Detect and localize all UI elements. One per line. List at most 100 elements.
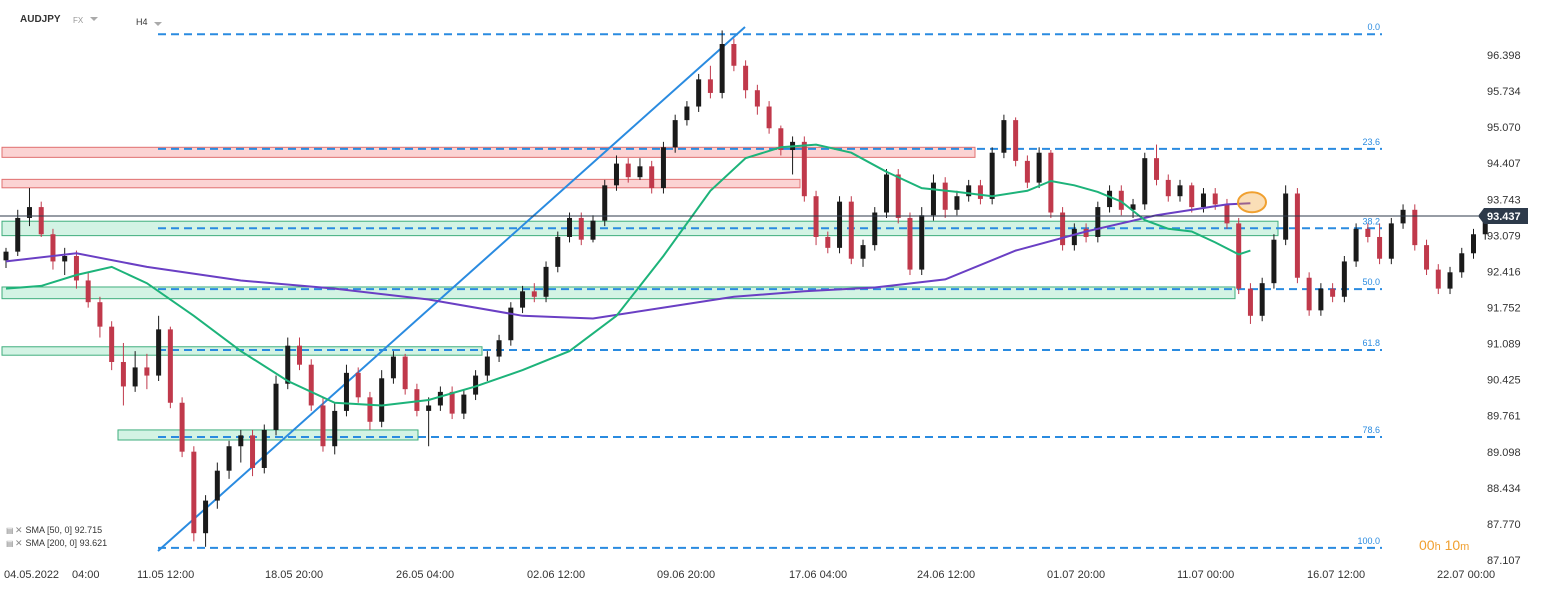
candle-body — [919, 215, 925, 270]
candle-body — [167, 329, 173, 403]
candle-body — [743, 65, 749, 91]
timer-hours: 00 — [1419, 537, 1435, 553]
candle-body — [1247, 288, 1253, 316]
fibonacci-level-label: 0.0 — [1367, 22, 1380, 32]
y-tick-label: 96.398 — [1487, 50, 1521, 62]
candle-body — [1482, 217, 1488, 235]
support-zone — [117, 429, 419, 441]
candle-body — [97, 302, 103, 327]
candle-body — [1283, 193, 1289, 240]
candle-body — [837, 201, 843, 248]
candle-body — [1013, 120, 1019, 161]
candle-body — [1189, 185, 1195, 208]
x-tick-label: 04.05.2022 — [4, 569, 59, 581]
candle-body — [1001, 120, 1007, 153]
candle-body — [895, 174, 901, 218]
x-tick-label: 01.07 20:00 — [1047, 569, 1105, 581]
candle-body — [1142, 158, 1148, 205]
candle-body — [1271, 239, 1277, 284]
candle-body — [203, 500, 209, 534]
instrument-dropdown-chevron-icon[interactable] — [90, 17, 98, 21]
candle-body — [1471, 234, 1476, 254]
candle-body — [649, 166, 655, 189]
candle-body — [390, 356, 396, 379]
candle-body — [1130, 204, 1136, 210]
candle-body — [1165, 179, 1171, 197]
candle-body — [26, 207, 32, 218]
candle-body — [1447, 272, 1453, 289]
candle-body — [273, 383, 279, 430]
candle-body — [1424, 245, 1430, 270]
x-tick-label: 17.06 04:00 — [789, 569, 847, 581]
resistance-zone — [1, 146, 976, 158]
candle-body — [966, 185, 972, 197]
indicator-settings-icon[interactable]: ▤ — [6, 526, 14, 535]
candle-body — [590, 220, 596, 240]
x-tick-label: 11.05 12:00 — [137, 569, 194, 581]
candle-body — [144, 367, 150, 376]
candle-body — [1212, 193, 1218, 205]
candle-body — [930, 182, 936, 216]
indicator-settings-icon[interactable]: ▤ — [6, 539, 14, 548]
x-tick-label: 16.07 12:00 — [1307, 569, 1365, 581]
timeframe-chevron-down-icon[interactable] — [154, 22, 162, 26]
candle-body — [907, 217, 913, 270]
candle-body — [1306, 277, 1312, 311]
candle-body — [285, 345, 291, 384]
candle-body — [707, 79, 713, 93]
candle-body — [179, 402, 185, 452]
candle-body — [226, 446, 232, 471]
axes-layer: 96.398 95.734 95.070 94.407 93.743 93.079 92.4… — [0, 50, 1528, 581]
candle-body — [543, 266, 549, 297]
y-tick-label: 91.752 — [1487, 303, 1521, 315]
candle-body — [120, 361, 126, 387]
current-price-label: 93.437 — [1487, 211, 1521, 223]
candle-body — [250, 435, 256, 468]
candle-body — [85, 280, 91, 303]
candle-body — [1071, 228, 1077, 246]
candle-body — [109, 326, 115, 362]
candle-body — [62, 255, 68, 262]
candle-body — [778, 128, 784, 151]
legend-sma200: ▤✕ SMA [200, 0] 93.621 — [6, 538, 107, 549]
candle-body — [766, 106, 772, 129]
fibonacci-layer — [158, 33, 1382, 549]
close-icon[interactable]: ✕ — [15, 525, 23, 535]
y-tick-label: 93.743 — [1487, 194, 1521, 206]
candle-body — [660, 147, 666, 189]
fibonacci-labels-layer: 0.0 23.6 38.2 50.0 61.8 78.6 100.0 — [1357, 22, 1380, 546]
instrument-type-label: FX — [73, 16, 84, 25]
candle-body — [754, 90, 760, 107]
candle-body — [1294, 193, 1300, 278]
candle-body — [132, 367, 138, 387]
candle-body — [191, 451, 197, 534]
close-icon[interactable]: ✕ — [15, 538, 23, 548]
x-tick-label: 09.06 20:00 — [657, 569, 715, 581]
candle-body — [1083, 228, 1089, 237]
y-tick-label: 95.734 — [1487, 86, 1521, 98]
candle-body — [637, 166, 643, 178]
timeframe-selector[interactable]: H4 — [136, 17, 148, 27]
candle-body — [555, 236, 561, 267]
candle-body — [1236, 223, 1242, 289]
candle-body — [825, 236, 831, 248]
fibonacci-level-label: 100.0 — [1357, 536, 1380, 546]
candle-body — [461, 394, 467, 414]
symbol-label[interactable]: AUDJPY — [20, 14, 61, 25]
x-tick-label: 18.05 20:00 — [265, 569, 323, 581]
candle-body — [801, 141, 807, 197]
trendline-layer — [157, 26, 746, 552]
y-tick-label: 88.434 — [1487, 483, 1521, 495]
candle-body — [531, 291, 537, 297]
candle-body — [355, 372, 361, 398]
highlight-circle-marker — [1237, 191, 1267, 214]
candle-body — [496, 340, 502, 357]
candle-body — [848, 201, 854, 259]
candle-body — [156, 329, 162, 376]
y-tick-label: 90.425 — [1487, 375, 1521, 387]
timer-minutes: 10 — [1444, 537, 1461, 553]
candle-body — [1177, 185, 1183, 197]
candle-body — [684, 106, 690, 121]
